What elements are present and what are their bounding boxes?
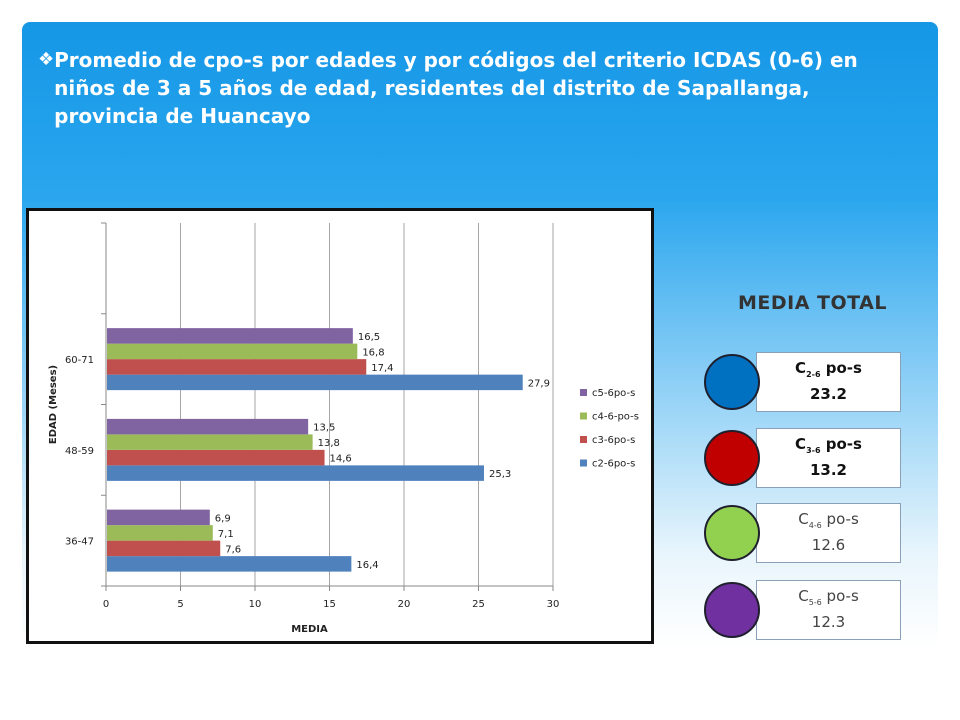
media-total-heading: MEDIA TOTAL — [738, 292, 887, 314]
media-total-card-5-6: C5-6 po-s 12.3 — [756, 580, 901, 640]
y-axis-title: EDAD (Meses) — [48, 365, 59, 444]
media-total-label: C5-6 po-s — [757, 587, 900, 607]
legend-swatch-c4-6-po-s — [580, 412, 587, 420]
title-block: ❖ Promedio de cpo-s por edades y por cód… — [38, 46, 918, 130]
label-suffix: po-s — [821, 587, 859, 605]
label-suffix: po-s — [820, 359, 862, 377]
label-prefix: C — [798, 510, 809, 528]
data-label: 13,5 — [313, 423, 335, 434]
bar-c3-6po-s-36-47 — [107, 540, 221, 557]
x-tick-label: 25 — [472, 599, 485, 610]
label-subscript: 5-6 — [808, 598, 822, 607]
bar-c2-6po-s-36-47 — [107, 556, 352, 572]
data-label: 16,5 — [358, 332, 380, 343]
data-label: 13,8 — [318, 438, 340, 449]
color-circle-icon — [704, 430, 760, 486]
legend-label: c5-6po-s — [592, 388, 635, 399]
media-total-value: 12.6 — [811, 536, 846, 554]
x-tick-label: 0 — [103, 599, 109, 610]
data-label: 16,8 — [362, 347, 384, 358]
bar-c4-6-po-s-60-71 — [107, 343, 358, 360]
media-total-card-2-6: C2-6 po-s 23.2 — [756, 352, 901, 412]
bar-c5-6po-s-36-47 — [107, 509, 210, 526]
legend-label: c4-6-po-s — [592, 412, 639, 423]
legend-swatch-c5-6po-s — [580, 389, 587, 396]
label-prefix: C — [798, 587, 809, 605]
bar-c4-6-po-s-48-59 — [107, 434, 313, 450]
label-subscript: 2-6 — [806, 370, 821, 379]
color-circle-icon — [704, 505, 760, 561]
bar-chart: 0 5 10 15 20 25 30 36-47 16,4 7,6 7,1 6,9 48-59 25,3 1… — [48, 222, 639, 635]
legend-swatch-c3-6po-s — [580, 436, 587, 443]
media-total-value: 13.2 — [809, 461, 847, 479]
bar-c2-6po-s-48-59 — [107, 465, 484, 481]
label-suffix: po-s — [820, 435, 862, 453]
x-tick-label: 20 — [398, 599, 411, 610]
data-label: 17,4 — [371, 363, 393, 374]
bar-c3-6po-s-48-59 — [107, 449, 325, 466]
bar-c4-6-po-s-36-47 — [107, 525, 213, 541]
y-tick-label: 48-59 — [65, 446, 94, 457]
bar-c2-6po-s-60-71 — [107, 374, 523, 391]
label-prefix: C — [795, 359, 807, 377]
label-subscript: 3-6 — [806, 446, 821, 455]
media-total-label: C2-6 po-s — [757, 359, 900, 379]
data-label: 25,3 — [489, 469, 511, 480]
bar-c5-6po-s-60-71 — [107, 328, 353, 344]
y-tick-label: 36-47 — [65, 537, 94, 548]
data-label: 14,6 — [330, 454, 352, 465]
data-label: 6,9 — [215, 513, 231, 524]
color-circle-icon — [704, 354, 760, 410]
data-label: 7,1 — [218, 529, 234, 540]
legend-swatch-c2-6po-s — [580, 459, 587, 467]
media-total-label: C3-6 po-s — [757, 435, 900, 455]
bar-c3-6po-s-60-71 — [107, 359, 367, 375]
data-label: 16,4 — [356, 560, 378, 571]
label-suffix: po-s — [821, 510, 859, 528]
legend-label: c2-6po-s — [592, 459, 635, 470]
y-tick-label: 60-71 — [65, 355, 94, 366]
media-total-card-4-6: C4-6 po-s 12.6 — [756, 503, 901, 563]
diamond-bullet-icon: ❖ — [38, 49, 55, 70]
bar-c5-6po-s-48-59 — [107, 418, 309, 435]
chart-panel: 0 5 10 15 20 25 30 36-47 16,4 7,6 7,1 6,9 48-59 25,3 1… — [26, 208, 654, 644]
x-tick-label: 10 — [249, 599, 262, 610]
media-total-label: C4-6 po-s — [757, 510, 900, 530]
x-tick-label: 15 — [323, 599, 336, 610]
media-total-value: 23.2 — [809, 385, 847, 403]
media-total-card-3-6: C3-6 po-s 13.2 — [756, 428, 901, 488]
legend-label: c3-6po-s — [592, 435, 635, 446]
media-total-value: 12.3 — [811, 613, 846, 631]
color-circle-icon — [704, 582, 760, 638]
label-subscript: 4-6 — [808, 521, 822, 530]
label-prefix: C — [795, 435, 807, 453]
x-tick-label: 5 — [177, 599, 183, 610]
data-label: 7,6 — [225, 544, 241, 555]
page-title: Promedio de cpo-s por edades y por códig… — [54, 48, 858, 128]
x-axis-title: MEDIA — [291, 624, 328, 635]
data-label: 27,9 — [528, 378, 550, 389]
x-tick-label: 30 — [547, 599, 560, 610]
